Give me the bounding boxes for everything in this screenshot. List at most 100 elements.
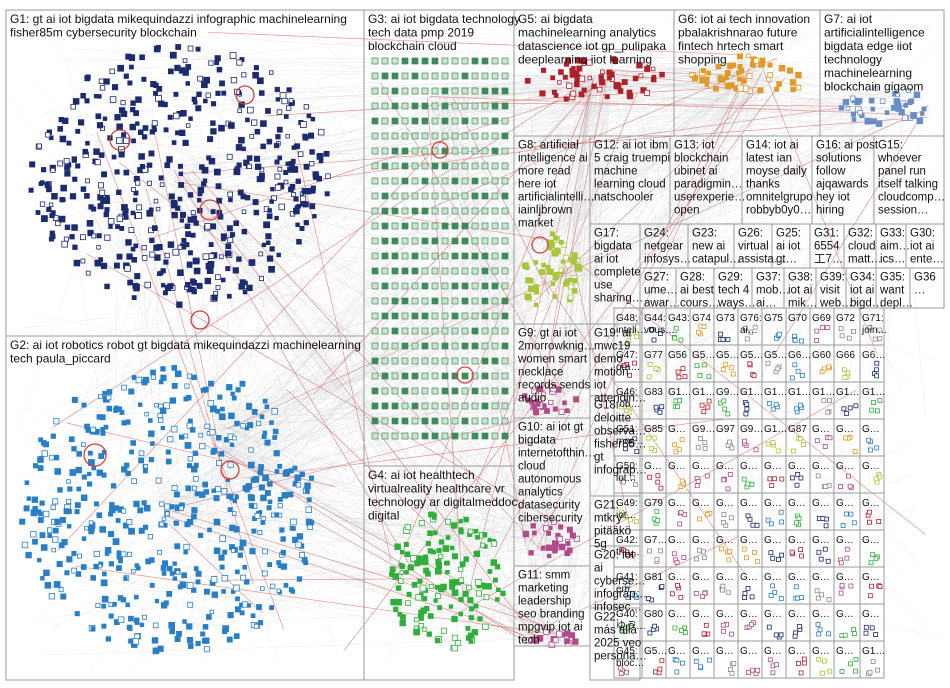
node-g2: [104, 547, 112, 554]
node-g1: [259, 167, 265, 173]
node-g1: [258, 251, 264, 257]
node-g7: [838, 105, 845, 111]
node-g2: [232, 498, 237, 504]
node-g3: [441, 132, 449, 140]
node-small-group: [622, 629, 628, 635]
node-g3: [381, 177, 389, 185]
small-group-label: G…: [836, 535, 854, 546]
node-g3: [411, 312, 419, 320]
node-g1: [114, 262, 120, 269]
edge-line: [253, 74, 742, 456]
node-g1: [291, 166, 299, 173]
node-g4: [458, 596, 464, 603]
node-g2: [255, 420, 262, 427]
group-label-g39: web…: [819, 298, 853, 310]
node-small-group: [694, 556, 699, 562]
node-g6: [766, 76, 772, 83]
edge-line: [163, 99, 857, 513]
node-g1: [153, 244, 160, 251]
node-g2: [169, 571, 175, 576]
small-group-label: G80: [644, 609, 663, 620]
node-g1: [303, 104, 309, 110]
node-g1: [297, 151, 304, 157]
node-g3: [471, 297, 479, 305]
node-g2: [258, 464, 264, 470]
node-g2: [237, 552, 243, 558]
edge-line: [431, 443, 913, 646]
node-g3: [421, 402, 429, 410]
node-g3: [371, 432, 379, 440]
edge-line: [289, 60, 756, 546]
small-group-label: G…: [716, 609, 734, 620]
node-g2: [271, 408, 278, 415]
node-g3: [491, 252, 499, 260]
node-g3: [391, 177, 399, 185]
group-label-g7: artificialintelligence: [824, 26, 925, 40]
node-g4: [399, 549, 405, 555]
node-g1: [164, 252, 170, 259]
node-small-group: [822, 546, 828, 552]
node-small-group: [773, 632, 779, 638]
node-g1: [325, 173, 331, 179]
node-g3: [401, 132, 409, 140]
edge-line: [17, 271, 278, 501]
node-g2: [147, 418, 153, 423]
edge-line: [455, 91, 563, 333]
node-g1: [109, 68, 116, 75]
node-g3: [391, 147, 399, 155]
node-small-group: [624, 408, 630, 413]
edge-line: [596, 88, 881, 119]
node-small-group: [799, 553, 804, 559]
edge-line: [102, 103, 433, 441]
group-label-g11: G11: smm: [518, 570, 570, 582]
node-small-group: [826, 364, 831, 370]
small-group-label: G…: [836, 609, 854, 620]
node-g1: [233, 168, 241, 176]
node-small-group: [814, 338, 819, 343]
node-g3: [501, 237, 509, 245]
node-g3: [421, 177, 429, 185]
node-g2: [187, 418, 193, 424]
node-small-group: [773, 401, 779, 407]
node-g3: [501, 312, 509, 320]
node-g4: [458, 527, 464, 533]
edge-line: [160, 71, 753, 525]
edge-line: [174, 181, 556, 242]
small-group-label: G49:: [616, 498, 638, 509]
node-g1: [270, 186, 275, 192]
group-label-g9: necklace: [518, 367, 563, 379]
edge-line: [218, 80, 765, 443]
node-g3: [441, 312, 449, 320]
node-g1: [241, 209, 247, 214]
node-g5: [524, 78, 531, 84]
node-g1: [64, 224, 71, 230]
small-group-label: G…: [716, 498, 734, 509]
small-group-label: G…: [692, 535, 710, 546]
node-g2: [76, 486, 82, 492]
group-label-g12: learning cloud: [594, 179, 666, 191]
edge-line: [167, 512, 541, 533]
edge-line: [419, 399, 591, 520]
node-g2: [182, 619, 187, 624]
edge-line: [516, 90, 749, 128]
node-small-group: [838, 560, 844, 566]
node-g2: [184, 383, 190, 389]
node-g8: [563, 281, 569, 287]
node-g2: [39, 500, 45, 506]
node-small-group: [798, 547, 803, 552]
node-g3: [411, 432, 419, 440]
node-g1: [285, 105, 292, 111]
node-g3: [431, 297, 439, 305]
node-g2: [233, 526, 240, 533]
node-g2: [49, 454, 55, 461]
small-group-label: G7…: [644, 535, 667, 546]
node-small-group: [844, 555, 850, 561]
edge-line: [532, 75, 592, 244]
node-small-group: [695, 478, 701, 484]
edge-line: [27, 89, 440, 518]
node-g2: [160, 425, 166, 431]
node-g3: [391, 57, 399, 65]
node-g7: [895, 92, 900, 98]
group-label-g16: hiring: [816, 205, 844, 217]
edge-line: [451, 390, 857, 618]
